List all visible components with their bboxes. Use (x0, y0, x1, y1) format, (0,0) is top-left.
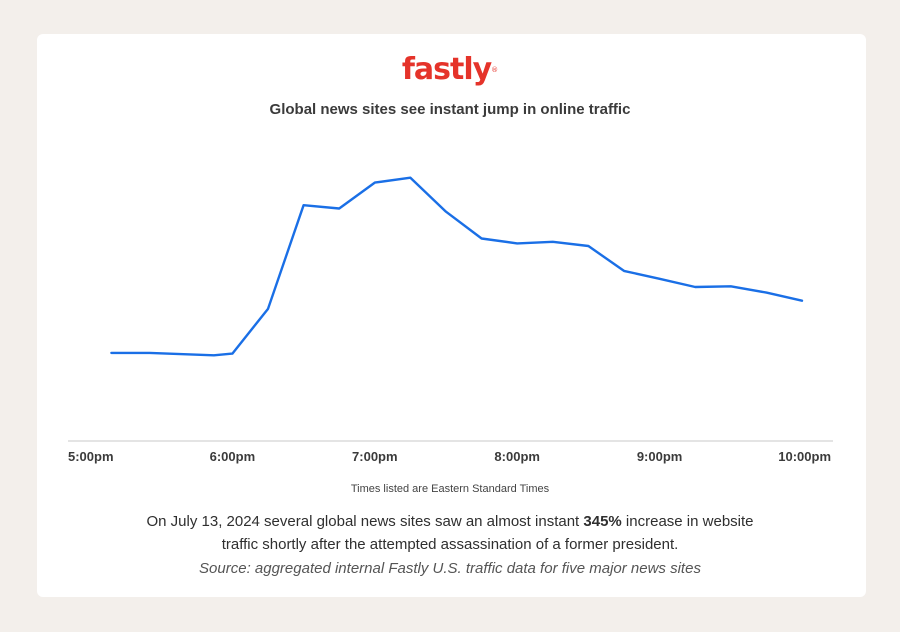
chart-card (37, 34, 866, 597)
x-tick-label: 9:00pm (637, 449, 683, 464)
x-tick-label: 7:00pm (352, 449, 398, 464)
x-tick-label: 10:00pm (778, 449, 831, 464)
fastly-logo: fastly® (401, 52, 499, 87)
timezone-note: Times listed are Eastern Standard Times (350, 483, 550, 495)
x-tick-label: 8:00pm (494, 449, 540, 464)
chart-description: On July 13, 2024 several global news sit… (146, 513, 754, 553)
x-tick-label: 6:00pm (210, 449, 256, 464)
chart-title: Global news sites see instant jump in on… (269, 101, 631, 118)
increase-highlight: 345% (583, 513, 622, 530)
traffic-series-line (110, 176, 804, 357)
x-tick-labels: 5:00pm 6:00pm 7:00pm 8:00pm 9:00pm 10:00pm (68, 449, 831, 464)
registered-mark: ® (491, 66, 499, 74)
data-source: Source: aggregated internal Fastly U.S. … (199, 560, 701, 577)
x-tick-label: 5:00pm (68, 449, 114, 464)
